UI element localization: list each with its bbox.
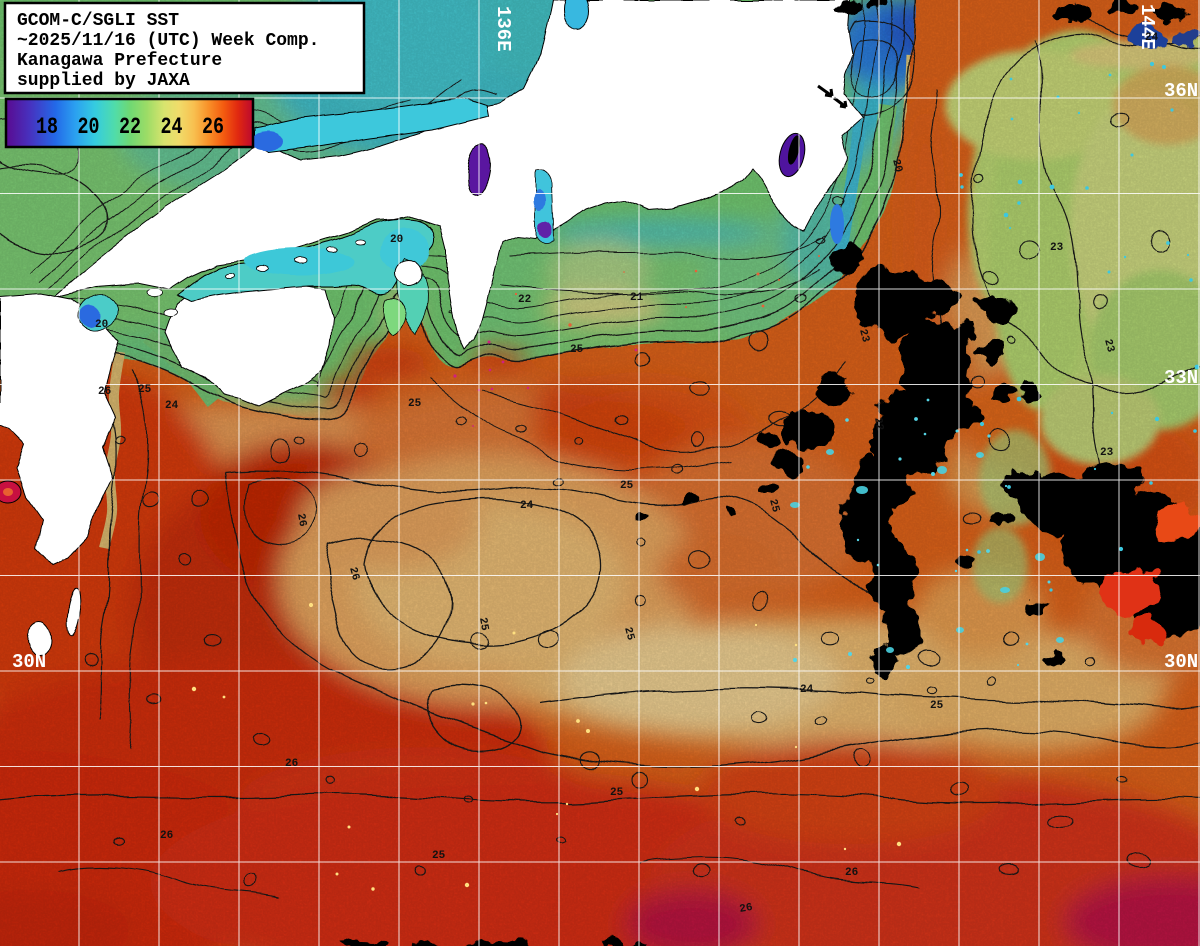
svg-text:20: 20 — [95, 319, 108, 331]
svg-text:30N: 30N — [12, 651, 46, 673]
svg-text:25: 25 — [408, 398, 422, 410]
svg-text:136E: 136E — [492, 6, 514, 52]
svg-text:20: 20 — [390, 234, 403, 246]
svg-text:24: 24 — [1145, 32, 1159, 44]
svg-text:36N: 36N — [1164, 80, 1198, 102]
svg-text:supplied by JAXA: supplied by JAXA — [17, 71, 190, 91]
svg-text:25: 25 — [138, 384, 152, 396]
svg-text:22: 22 — [518, 294, 531, 306]
svg-text:~2025/11/16 (UTC) Week Comp.: ~2025/11/16 (UTC) Week Comp. — [17, 31, 319, 51]
svg-text:33N: 33N — [1164, 367, 1198, 389]
svg-text:23: 23 — [856, 328, 871, 344]
svg-text:20: 20 — [78, 114, 100, 140]
svg-text:25: 25 — [766, 498, 781, 514]
svg-text:26: 26 — [202, 114, 224, 140]
svg-text:24: 24 — [800, 684, 814, 696]
svg-text:23: 23 — [1101, 338, 1116, 354]
svg-text:21: 21 — [630, 292, 644, 304]
svg-text:26: 26 — [739, 902, 754, 916]
svg-text:25: 25 — [610, 787, 624, 799]
svg-text:22: 22 — [119, 114, 141, 140]
svg-text:25: 25 — [930, 700, 944, 712]
svg-text:24: 24 — [161, 114, 183, 140]
svg-text:30N: 30N — [1164, 651, 1198, 673]
svg-text:26: 26 — [845, 867, 858, 879]
svg-text:20: 20 — [889, 158, 904, 174]
svg-text:24: 24 — [165, 400, 179, 412]
svg-text:25: 25 — [476, 617, 490, 632]
svg-text:22: 22 — [871, 417, 885, 432]
svg-text:25: 25 — [432, 850, 446, 862]
svg-text:24: 24 — [520, 500, 534, 512]
svg-text:26: 26 — [346, 566, 361, 582]
svg-text:23: 23 — [1050, 242, 1064, 254]
svg-text:23: 23 — [1100, 447, 1114, 459]
svg-text:26: 26 — [98, 386, 111, 398]
svg-text:26: 26 — [285, 758, 298, 770]
svg-text:25: 25 — [620, 480, 634, 492]
svg-text:Kanagawa Prefecture: Kanagawa Prefecture — [17, 51, 222, 71]
svg-text:25: 25 — [570, 344, 584, 356]
svg-text:25: 25 — [621, 626, 636, 642]
svg-text:144E: 144E — [1136, 4, 1158, 50]
svg-text:26: 26 — [160, 830, 173, 842]
svg-text:GCOM-C/SGLI SST: GCOM-C/SGLI SST — [17, 11, 179, 31]
svg-text:18: 18 — [36, 114, 58, 140]
svg-text:26: 26 — [294, 513, 308, 528]
